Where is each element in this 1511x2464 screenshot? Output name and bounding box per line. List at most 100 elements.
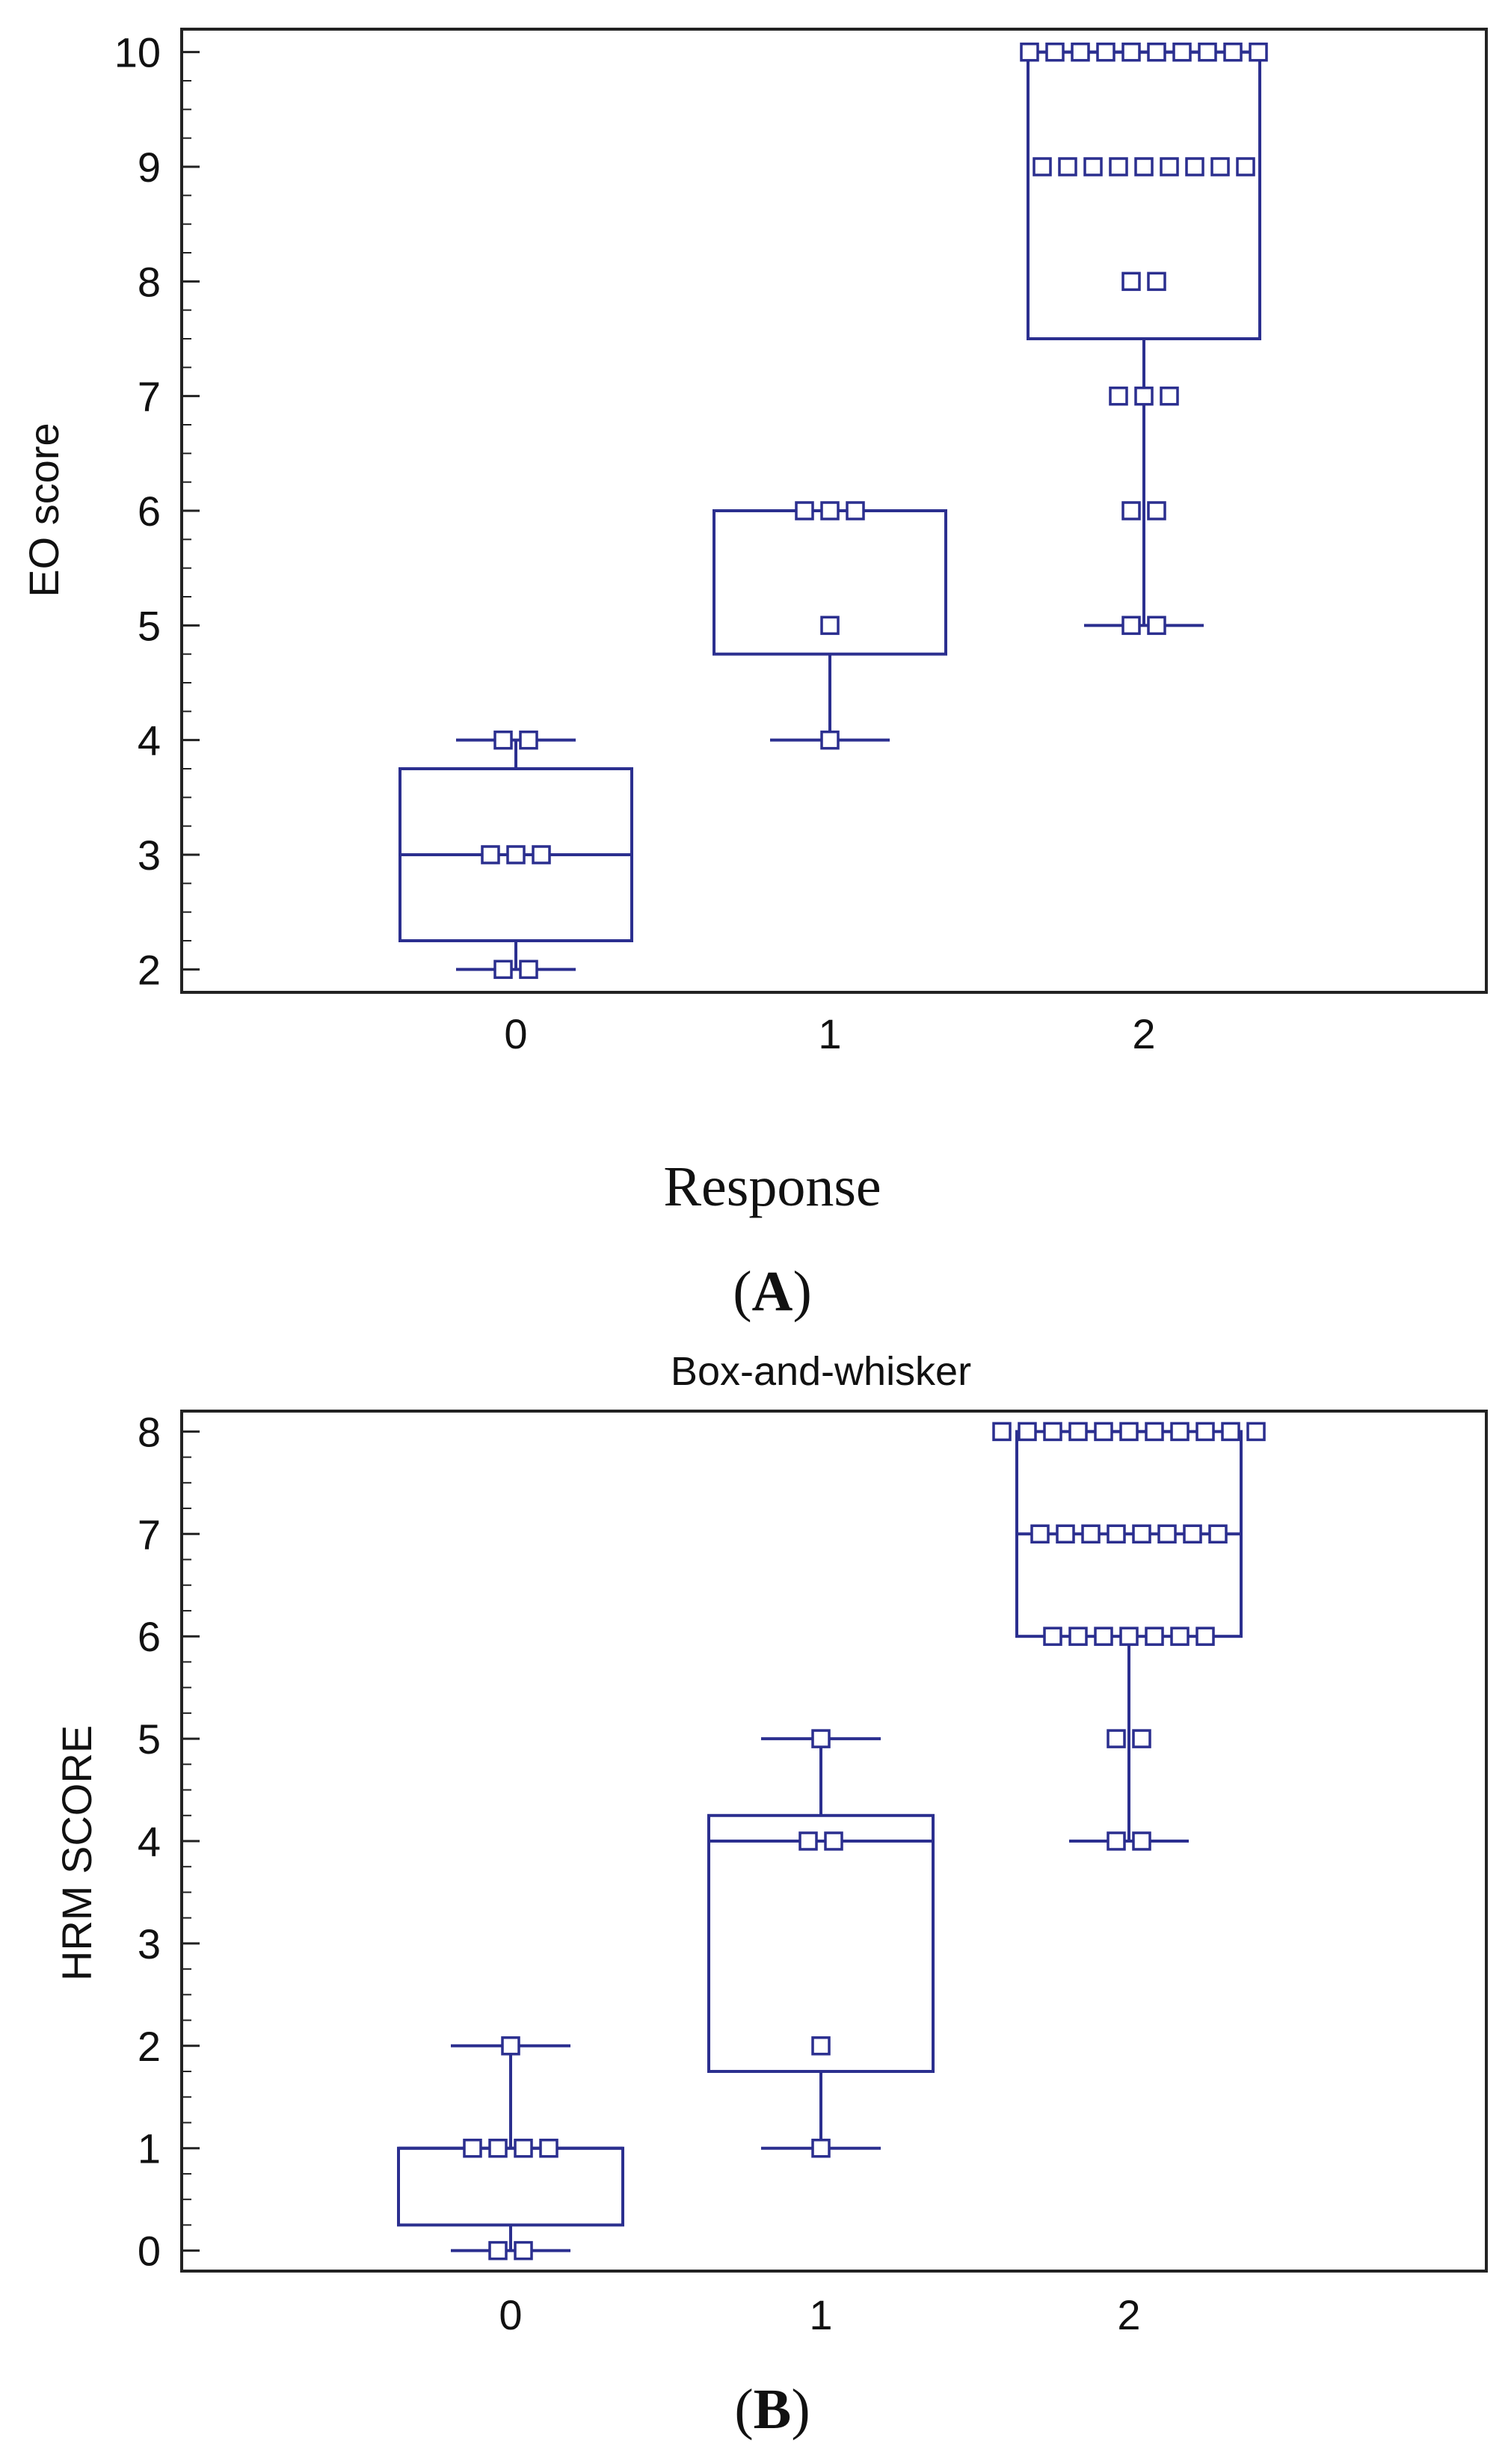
y-tick-label: 3 — [138, 832, 161, 879]
data-point — [1096, 42, 1115, 62]
data-point — [1147, 615, 1166, 636]
data-point — [811, 2138, 831, 2158]
data-point — [1056, 1524, 1075, 1544]
data-point — [1195, 1422, 1215, 1442]
data-point — [1132, 1729, 1151, 1748]
data-point — [514, 2240, 533, 2261]
y-tick-label: 9 — [138, 144, 161, 191]
iqr-box — [707, 1813, 935, 2074]
data-point — [1132, 1524, 1151, 1544]
data-point — [1094, 1422, 1113, 1442]
data-point — [1119, 1626, 1139, 1646]
data-point — [820, 615, 840, 636]
data-point — [1249, 42, 1268, 62]
data-point — [1121, 42, 1141, 62]
y-tick-label: 6 — [138, 488, 161, 535]
data-point — [1147, 42, 1166, 62]
box-plot-1 — [707, 1737, 935, 2150]
data-point — [488, 2138, 508, 2158]
panel-b-y-axis: 0 1 2 3 4 5 6 7 8 — [138, 1408, 200, 2275]
data-point — [1157, 1524, 1177, 1544]
data-point — [1058, 157, 1077, 176]
data-point — [1198, 42, 1217, 62]
data-point — [1208, 1524, 1228, 1544]
data-point — [519, 730, 538, 750]
panel-a-x-axis-title: Response — [663, 1155, 881, 1218]
data-point — [1121, 271, 1141, 292]
x-tick-label: 1 — [809, 2291, 832, 2338]
y-tick-label: 0 — [138, 2228, 161, 2275]
data-point — [1018, 1422, 1037, 1442]
data-point — [1185, 157, 1204, 176]
data-point — [1132, 1831, 1151, 1851]
data-point — [506, 845, 526, 864]
panel-a-label: (A) — [733, 1260, 812, 1323]
data-point — [1246, 1422, 1266, 1442]
data-point — [811, 1729, 831, 1748]
data-point — [1109, 157, 1128, 176]
data-point — [1147, 501, 1166, 520]
panel-a-y-axis-title: EO score — [20, 423, 67, 597]
y-tick-label: 6 — [138, 1613, 161, 1660]
data-point — [1145, 1422, 1164, 1442]
panel-a-x-axis: 0 1 2 — [504, 1010, 1155, 1057]
data-point — [1107, 1831, 1126, 1851]
data-point — [1121, 615, 1141, 636]
y-tick-label: 8 — [138, 1408, 161, 1455]
data-point — [1081, 1524, 1101, 1544]
data-point — [992, 1422, 1012, 1442]
data-point — [1134, 386, 1154, 406]
data-point — [1043, 1626, 1062, 1646]
iqr-box — [397, 2146, 624, 2227]
data-point — [1183, 1524, 1202, 1544]
data-point — [1236, 157, 1255, 176]
data-point — [1119, 1422, 1139, 1442]
data-point — [488, 2240, 508, 2261]
data-point — [1083, 157, 1103, 176]
y-tick-label: 2 — [138, 946, 161, 993]
data-point — [1160, 157, 1179, 176]
data-point — [1210, 157, 1230, 176]
data-point — [519, 959, 538, 980]
panel-a-boxes — [398, 50, 1261, 971]
data-point — [1109, 386, 1128, 406]
panel-b-y-axis-title: HRM SCORE — [53, 1725, 100, 1981]
x-tick-label: 0 — [499, 2291, 522, 2338]
y-tick-label: 5 — [138, 602, 161, 649]
data-point — [1170, 1626, 1190, 1646]
data-point — [1020, 42, 1039, 62]
y-tick-label: 8 — [138, 258, 161, 305]
data-point — [1160, 386, 1179, 406]
panel-b-title: Box-and-whisker — [671, 1349, 971, 1394]
data-point — [1223, 42, 1243, 62]
data-point — [1145, 1626, 1164, 1646]
y-tick-label: 2 — [138, 2023, 161, 2070]
data-point — [1221, 1422, 1240, 1442]
x-tick-label: 2 — [1117, 2291, 1140, 2338]
y-tick-label: 3 — [138, 1920, 161, 1967]
data-point — [798, 1831, 818, 1851]
data-point — [1121, 501, 1141, 520]
data-point — [532, 845, 551, 864]
data-point — [514, 2138, 533, 2158]
data-point — [1094, 1626, 1113, 1646]
data-point — [1107, 1729, 1126, 1748]
x-tick-label: 1 — [818, 1010, 841, 1057]
data-point — [1107, 1524, 1126, 1544]
data-point — [1170, 1422, 1190, 1442]
data-point — [501, 2036, 520, 2056]
x-tick-label: 0 — [504, 1010, 527, 1057]
panel-a-chart: 2 3 4 5 6 7 8 9 10 0 1 2 EO score Response (A) — [20, 28, 1488, 1323]
y-tick-label: 1 — [138, 2125, 161, 2172]
data-point — [493, 730, 513, 750]
data-point — [493, 959, 513, 980]
data-point — [1134, 157, 1154, 176]
data-point — [1147, 271, 1166, 292]
panel-b-label: (B) — [734, 2378, 810, 2441]
panel-b-points — [463, 1422, 1266, 2261]
panel-a-points — [481, 42, 1268, 980]
data-point — [1071, 42, 1090, 62]
y-tick-label: 7 — [138, 1511, 161, 1558]
panel-a-letter: A — [752, 1260, 793, 1323]
